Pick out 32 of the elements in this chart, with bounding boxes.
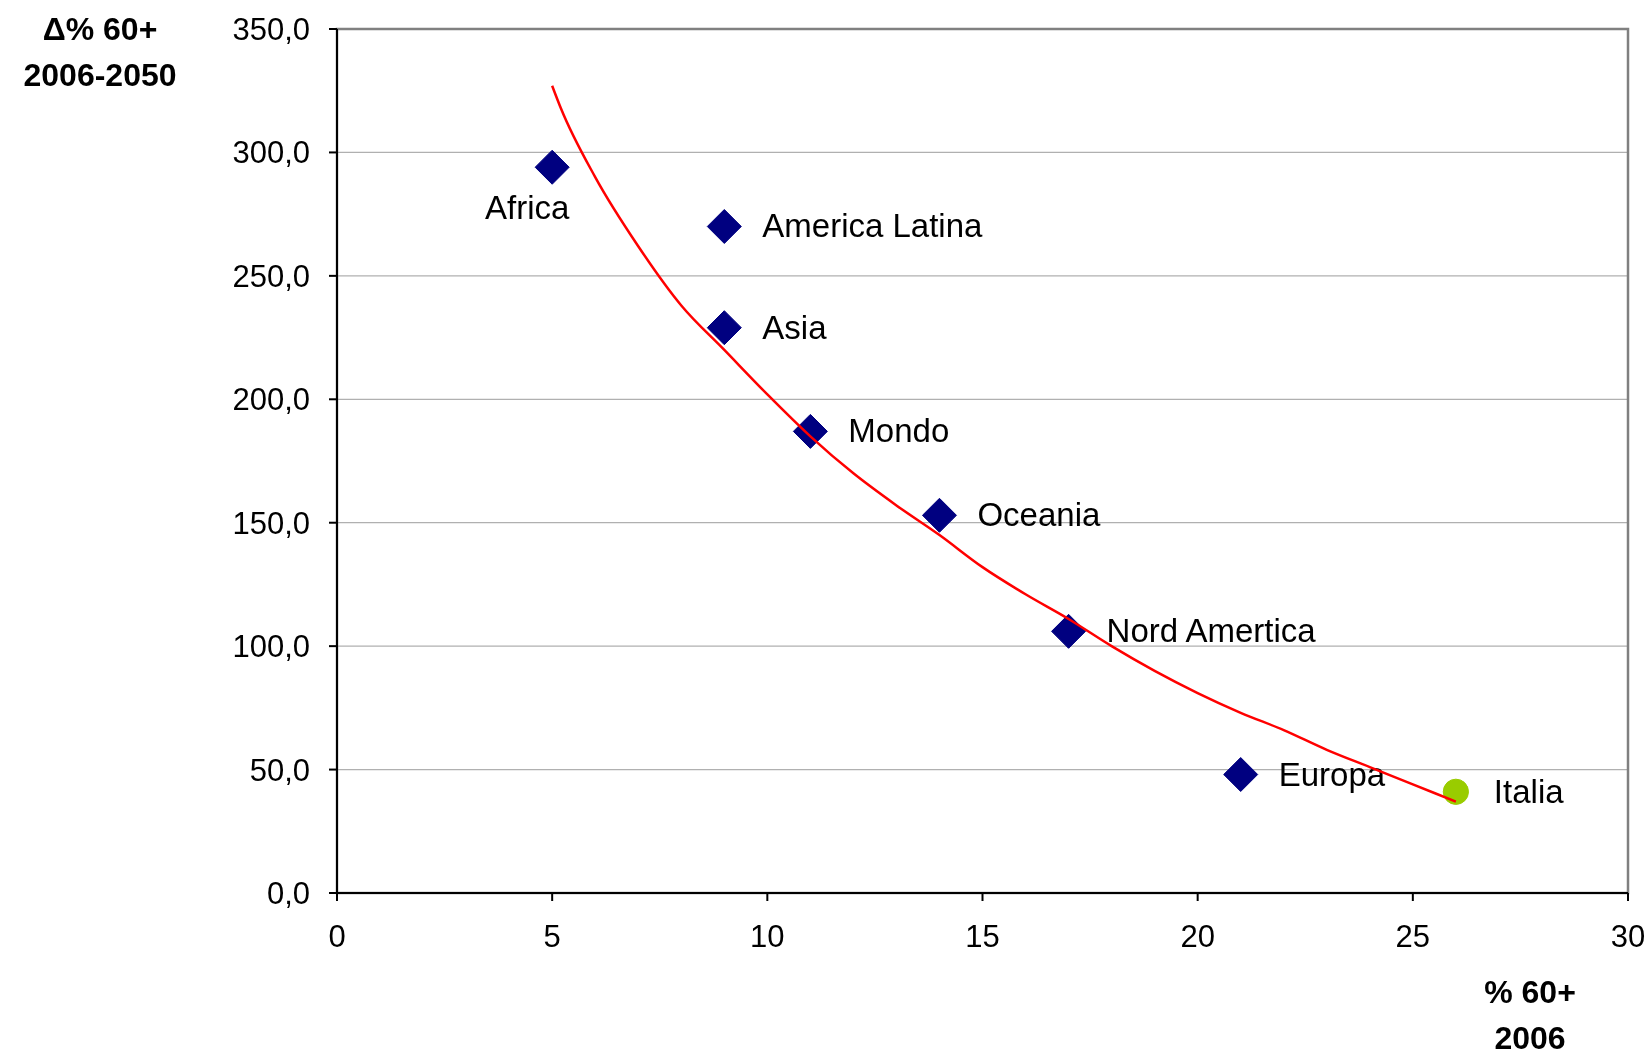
series-label: Italia [1493, 772, 1565, 810]
y-tick-label: 150,0 [232, 505, 310, 541]
y-tick-label: 0,0 [266, 876, 310, 911]
series-label: Nord Amertica [1106, 612, 1317, 650]
point [534, 149, 570, 185]
y-tick-label: 300,0 [232, 135, 310, 171]
point [706, 208, 742, 244]
series-label: Oceania [977, 496, 1102, 534]
y-tick-label: 100,0 [232, 629, 310, 665]
y-tick-label: 250,0 [232, 258, 310, 294]
point [1051, 613, 1087, 649]
point [706, 310, 742, 346]
point [921, 497, 957, 533]
point [1223, 757, 1259, 793]
x-tick-label: 30 [1610, 919, 1646, 954]
series-label: Europa [1278, 755, 1386, 793]
point [1442, 778, 1469, 805]
x-tick-label: 20 [1180, 919, 1215, 954]
x-tick-label: 10 [750, 919, 785, 954]
series-label: Asia [762, 308, 828, 346]
x-tick-label: 5 [543, 919, 561, 954]
x-tick-label: 0 [328, 919, 346, 954]
x-tick-label: 25 [1395, 919, 1431, 954]
y-tick-label: 200,0 [232, 382, 310, 418]
series-label: Mondo [848, 412, 950, 450]
x-tick-label: 15 [965, 919, 1000, 954]
y-tick-label: 50,0 [249, 752, 310, 788]
y-axis-title: Δ% 60+ 2006-2050 [23, 11, 177, 93]
y-tick-label: 350,0 [232, 12, 310, 47]
series-label: Africa [484, 189, 570, 227]
x-axis-title: % 60+ 2006 [1484, 974, 1576, 1055]
series-label: America Latina [762, 207, 984, 245]
